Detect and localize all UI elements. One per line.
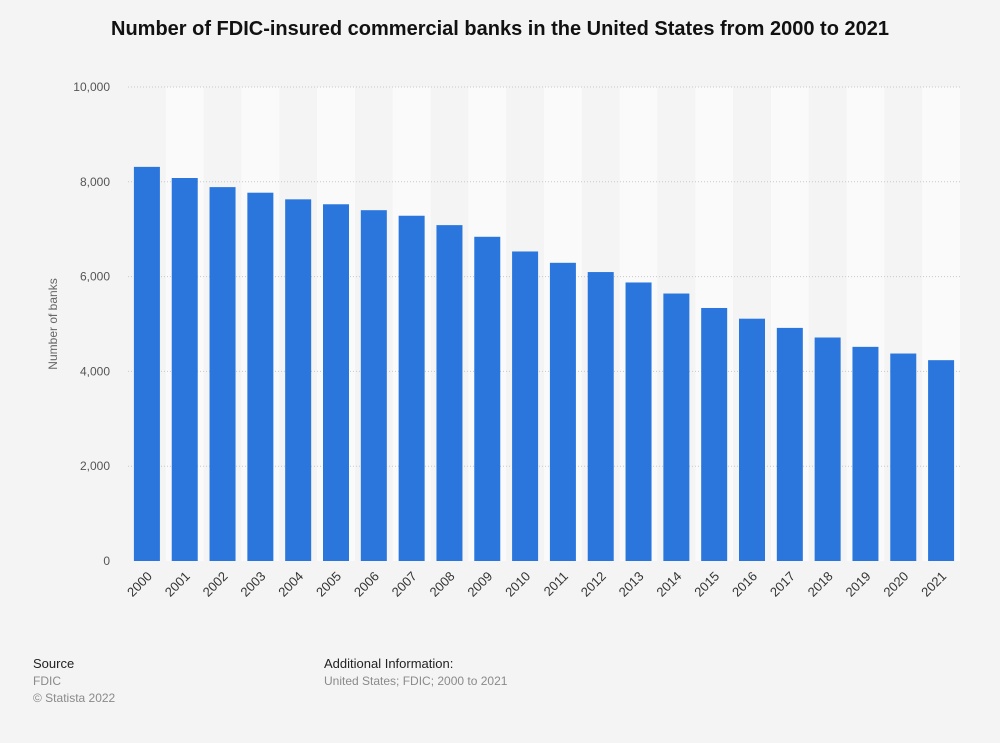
bar-2017 xyxy=(776,327,803,561)
chart-title: Number of FDIC-insured commercial banks … xyxy=(111,18,889,40)
bar-2016 xyxy=(739,318,765,561)
x-tick-label: 2020 xyxy=(880,569,911,600)
x-tick-label: 2005 xyxy=(313,569,344,600)
additional-info-block: Additional Information: United States; F… xyxy=(324,656,507,690)
x-tick-label: 2001 xyxy=(162,569,193,600)
bar-2013 xyxy=(625,282,652,561)
bar-2010 xyxy=(512,251,539,561)
x-tick-label: 2000 xyxy=(124,569,155,600)
bar-2014 xyxy=(663,293,690,561)
x-tick-label: 2014 xyxy=(653,569,684,600)
bar-2003 xyxy=(247,192,274,561)
y-tick-label: 8,000 xyxy=(80,175,110,189)
bar-2004 xyxy=(285,199,312,561)
bar-chart: 0 2,000 4,000 6,000 8,000 10,000 Number of ban… xyxy=(46,80,960,600)
bar-2020 xyxy=(890,353,917,561)
bar-2019 xyxy=(852,346,879,561)
x-tick-label: 2007 xyxy=(389,569,420,600)
bar-2007 xyxy=(398,215,425,561)
additional-info-heading: Additional Information: xyxy=(324,656,454,671)
x-tick-label: 2010 xyxy=(502,569,533,600)
x-tick-label: 2017 xyxy=(767,569,798,600)
bar-2002 xyxy=(209,187,236,561)
y-tick-label: 0 xyxy=(103,554,110,568)
bar-2005 xyxy=(323,204,349,562)
source-name[interactable]: FDIC xyxy=(33,674,61,688)
source-heading: Source xyxy=(33,656,75,671)
bar-2011 xyxy=(549,262,576,561)
additional-info-text: United States; FDIC; 2000 to 2021 xyxy=(324,674,508,688)
x-tick-label: 2004 xyxy=(275,569,306,600)
bar-2015 xyxy=(701,307,728,561)
x-tick-label: 2019 xyxy=(843,569,874,600)
y-tick-label: 10,000 xyxy=(73,80,110,94)
bar-2000 xyxy=(133,166,160,561)
bar-2012 xyxy=(587,272,614,561)
x-tick-label: 2003 xyxy=(237,569,268,600)
source-block: Source FDIC © Statista 2022 xyxy=(33,656,115,707)
x-tick-label: 2021 xyxy=(918,569,949,600)
x-tick-label: 2006 xyxy=(351,569,382,600)
y-tick-label: 2,000 xyxy=(80,459,110,473)
bar-2008 xyxy=(436,225,463,561)
bar-2001 xyxy=(171,178,198,561)
y-tick-label: 4,000 xyxy=(80,364,110,378)
y-axis-label: Number of banks xyxy=(46,278,60,369)
x-tick-label: 2012 xyxy=(578,569,609,600)
y-tick-label: 6,000 xyxy=(80,270,110,284)
x-tick-label: 2015 xyxy=(691,569,722,600)
bar-2006 xyxy=(360,210,387,561)
bar-2018 xyxy=(814,337,841,561)
x-tick-label: 2013 xyxy=(616,569,647,600)
x-tick-label: 2016 xyxy=(729,569,760,600)
copyright: © Statista 2022 xyxy=(33,691,116,705)
x-tick-label: 2002 xyxy=(200,569,231,600)
x-tick-label: 2008 xyxy=(427,569,458,600)
bar-2021 xyxy=(928,360,955,561)
x-tick-label: 2011 xyxy=(541,569,571,599)
bar-2009 xyxy=(474,236,501,561)
x-tick-label: 2009 xyxy=(464,569,495,600)
x-tick-label: 2018 xyxy=(805,569,836,600)
